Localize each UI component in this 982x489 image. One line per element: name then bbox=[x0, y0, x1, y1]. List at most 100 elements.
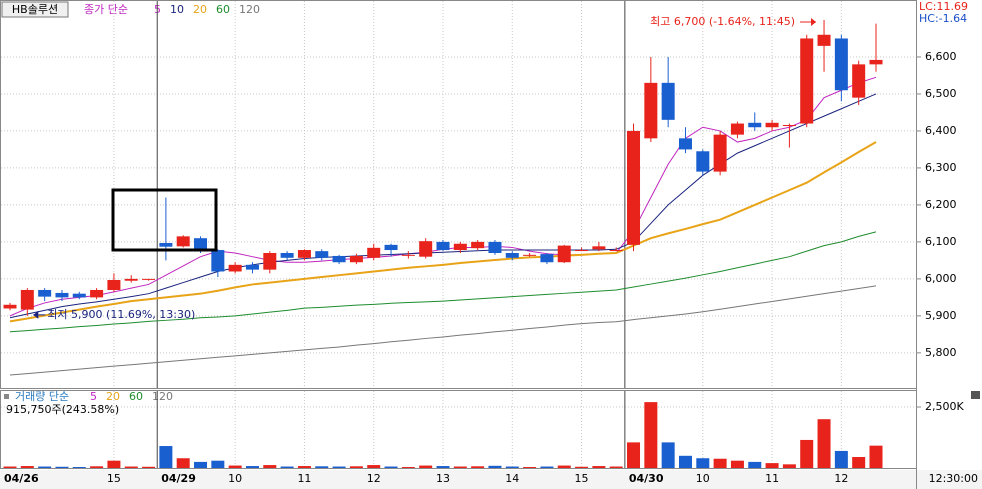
volume-bar bbox=[592, 466, 606, 468]
volume-bar bbox=[55, 466, 69, 468]
volume-bar bbox=[211, 460, 225, 468]
volume-bar bbox=[315, 466, 329, 468]
volume-bar bbox=[332, 466, 346, 468]
legend-item: 20 bbox=[193, 3, 207, 16]
volume-bar bbox=[124, 466, 138, 468]
candle-body bbox=[38, 289, 52, 297]
y-tick-label: 6,200 bbox=[925, 198, 957, 211]
highlight-box bbox=[111, 188, 218, 252]
candle-body bbox=[523, 254, 537, 256]
volume-bar bbox=[557, 465, 571, 468]
price-panel bbox=[0, 0, 917, 389]
volume-bar bbox=[142, 466, 156, 468]
y-tick-label: 6,600 bbox=[925, 50, 957, 63]
volume-bar bbox=[159, 446, 173, 468]
candle-body bbox=[332, 255, 346, 263]
volume-bar bbox=[471, 466, 485, 468]
volume-info: 915,750주(243.58%) bbox=[6, 403, 119, 416]
volume-bar bbox=[869, 445, 883, 468]
candle-body bbox=[609, 250, 623, 252]
volume-legend-item: 120 bbox=[152, 390, 173, 403]
volume-bar bbox=[20, 466, 34, 468]
right-label: HC:-1.64 bbox=[919, 12, 967, 25]
legend-item: 60 bbox=[216, 3, 230, 16]
x-tick-label: 11 bbox=[765, 472, 779, 485]
candle-body bbox=[90, 289, 104, 298]
candle-body bbox=[453, 243, 467, 251]
right-label: LC:11.69 bbox=[919, 0, 968, 13]
x-tick-label: 12 bbox=[834, 472, 848, 485]
volume-bar bbox=[280, 466, 294, 468]
candle-body bbox=[419, 241, 433, 257]
volume-bar bbox=[436, 466, 450, 468]
volume-bar bbox=[107, 460, 121, 468]
y-tick-label: 6,400 bbox=[925, 124, 957, 137]
candle-body bbox=[349, 255, 363, 263]
volume-bar bbox=[349, 466, 363, 468]
high-arrow-head bbox=[811, 17, 817, 26]
low-annotation: 최저 5,900 (11.69%, 13:30) bbox=[47, 308, 195, 321]
moving-average bbox=[9, 141, 877, 323]
high-annotation: 최고 6,700 (-1.64%, 11:45) bbox=[650, 15, 795, 28]
volume-bar bbox=[627, 442, 641, 468]
volume-bar bbox=[367, 465, 381, 468]
volume-bar bbox=[505, 466, 519, 468]
candle-body bbox=[280, 252, 294, 258]
candle-body bbox=[211, 250, 225, 272]
volume-legend-item: 5 bbox=[90, 390, 97, 403]
volume-bar bbox=[765, 463, 779, 468]
candle-body bbox=[367, 247, 381, 258]
candle-body bbox=[228, 264, 242, 272]
candle-body bbox=[159, 243, 173, 247]
candle-body bbox=[765, 122, 779, 128]
legend-item: 10 bbox=[170, 3, 184, 16]
candle-body bbox=[401, 254, 415, 256]
x-tick-label: 04/26 bbox=[4, 472, 39, 485]
candle-body bbox=[661, 82, 675, 120]
x-tick-label: 13 bbox=[436, 472, 450, 485]
volume-bar bbox=[488, 465, 502, 468]
volume-bar bbox=[852, 457, 866, 468]
candle-body bbox=[315, 251, 329, 258]
volume-bar bbox=[575, 466, 589, 468]
stock-name: HB솔루션 bbox=[12, 3, 58, 16]
volume-bar bbox=[782, 464, 796, 468]
volume-bar bbox=[730, 460, 744, 468]
y-tick-label: 2,500K bbox=[925, 400, 964, 413]
x-tick-label: 04/30 bbox=[629, 472, 664, 485]
expand-icon[interactable] bbox=[971, 391, 980, 399]
volume-legend-item: 60 bbox=[129, 390, 143, 403]
candle-body bbox=[436, 241, 450, 251]
candle-body bbox=[297, 250, 311, 258]
volume-bar bbox=[523, 467, 537, 468]
candle-body bbox=[730, 123, 744, 135]
x-tick-label: 15 bbox=[575, 472, 589, 485]
volume-bar bbox=[401, 467, 415, 468]
x-tick-label: 14 bbox=[505, 472, 519, 485]
x-tick-label: 11 bbox=[297, 472, 311, 485]
volume-bar bbox=[713, 458, 727, 468]
volume-bar bbox=[3, 466, 17, 468]
volume-bar bbox=[453, 466, 467, 468]
candle-body bbox=[869, 59, 883, 65]
candle-body bbox=[142, 278, 156, 280]
volume-legend-title: 거래량 단순 bbox=[15, 390, 69, 403]
candle-body bbox=[176, 236, 190, 247]
volume-bar bbox=[696, 458, 710, 468]
volume-bar bbox=[800, 439, 814, 468]
volume-bar bbox=[297, 466, 311, 468]
volume-bar bbox=[419, 465, 433, 468]
volume-panel bbox=[0, 390, 917, 469]
candle-body bbox=[575, 250, 589, 252]
volume-bar bbox=[817, 419, 831, 468]
y-tick-label: 6,300 bbox=[925, 161, 957, 174]
candle-body bbox=[644, 82, 658, 139]
stock-name-box[interactable] bbox=[1, 1, 69, 18]
candle-body bbox=[592, 246, 606, 250]
candle-body bbox=[107, 279, 121, 290]
x-tick-label: 04/29 bbox=[161, 472, 196, 485]
volume-legend-item: 20 bbox=[106, 390, 120, 403]
y-tick-label: 6,100 bbox=[925, 235, 957, 248]
volume-bar bbox=[609, 466, 623, 468]
volume-bar bbox=[644, 402, 658, 468]
